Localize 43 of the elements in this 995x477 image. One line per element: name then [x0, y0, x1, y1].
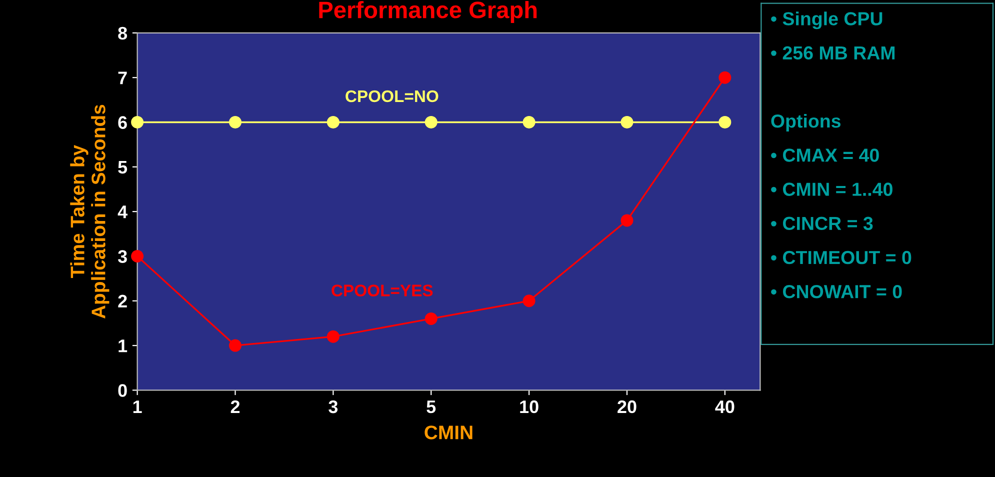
x-tick-label: 10	[520, 400, 538, 414]
y-axis-title: Time Taken by Application in Seconds	[70, 104, 110, 319]
y-tick-label: 1	[118, 340, 128, 352]
y-tick-label: 0	[118, 384, 127, 397]
point	[228, 339, 242, 352]
chart-title: Performance Graph	[319, 0, 537, 23]
text: • Single CPU	[771, 12, 882, 30]
y-tick-label: 7	[118, 72, 127, 84]
point	[522, 294, 536, 308]
point	[424, 312, 438, 325]
point	[718, 71, 732, 84]
text: • CMIN = 1..40	[771, 182, 892, 196]
x-tick-label: 2	[230, 400, 240, 413]
y-tick-label: 6	[118, 116, 127, 129]
y-tick-label: 4	[118, 206, 128, 218]
point	[620, 214, 634, 227]
point	[326, 330, 340, 343]
series-label: CPOOL=NO	[346, 90, 438, 102]
y-tick-label: 8	[118, 26, 128, 40]
x-tick-label: 1	[133, 400, 142, 413]
y-tick-label: 2	[118, 294, 127, 308]
x-tick-label: 20	[618, 400, 636, 414]
text: • CTIMEOUT = 0	[771, 250, 912, 264]
text: • CNOWAIT = 0	[771, 284, 902, 298]
point	[228, 116, 242, 128]
x-tick-label: 40	[715, 400, 734, 414]
point	[522, 116, 536, 128]
text: Options	[771, 114, 841, 132]
x-axis-title: CMIN	[424, 426, 472, 440]
point	[131, 250, 144, 262]
text: • 256 MB RAM	[771, 46, 895, 60]
point	[620, 116, 634, 128]
point	[131, 116, 144, 128]
text: • CINCR = 3	[771, 216, 873, 230]
text: • CMAX = 40	[771, 148, 879, 162]
point	[718, 116, 732, 128]
series-label: CPOOL=YES	[332, 284, 433, 296]
point	[326, 116, 340, 128]
x-tick-label: 5	[426, 400, 436, 414]
y-tick-label: 3	[118, 250, 127, 263]
y-tick-label: 5	[118, 161, 128, 174]
x-tick-label: 3	[328, 400, 338, 414]
point	[424, 116, 438, 128]
